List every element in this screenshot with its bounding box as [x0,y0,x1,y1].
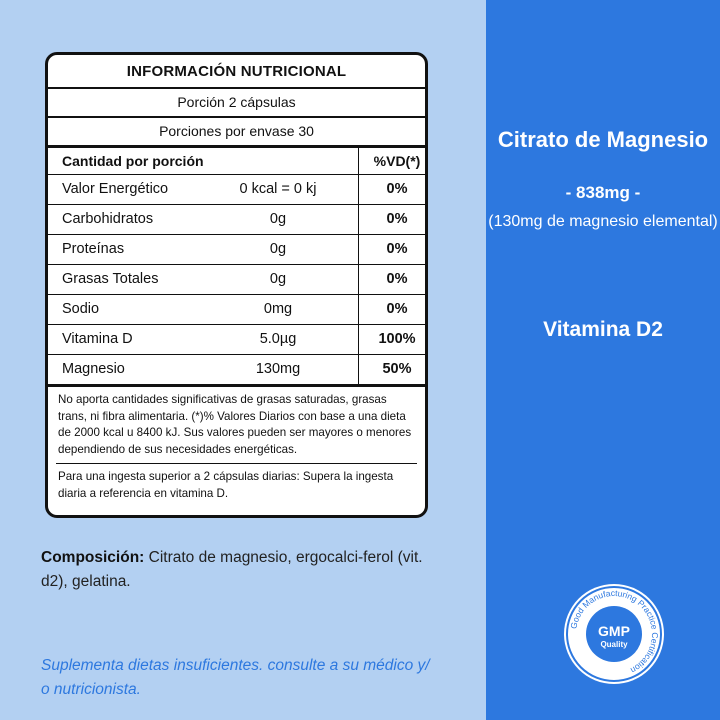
column-header-row: Cantidad por porción %VD(*) [48,148,425,175]
label-title: INFORMACIÓN NUTRICIONAL [48,55,425,89]
serving-size: Porción 2 cápsulas [48,87,425,118]
badge-gmp-text: GMP [598,623,630,639]
nutrient-name: Carbohidratos [62,211,154,227]
nutrient-row: Grasas Totales 0g 0% [48,264,425,295]
composition-label: Composición: [41,549,145,566]
nutrient-amount: 130mg [255,361,301,377]
nutrient-row: Proteínas 0g 0% [48,234,425,265]
nutrient-daily-value: 100% [378,331,416,347]
notes-divider [56,463,417,464]
nutrient-row: Vitamina D 5.0µg 100% [48,324,425,355]
nutrient-amount: 0g [269,241,287,257]
nutrient-name: Magnesio [62,361,125,377]
nutrient-daily-value: 50% [382,361,412,377]
nutrient-row: Valor Energético 0 kcal = 0 kj 0% [48,174,425,205]
nutrient-daily-value: 0% [386,301,408,317]
vitamin-d-warning: Para una ingesta superior a 2 cápsulas d… [58,470,394,500]
nutrient-daily-value: 0% [386,211,408,227]
composition-ingredients: Citrato de magnesio, ergocalci-ferol (vi… [41,549,423,590]
gmp-badge-icon: Good Manufacturing Practice Certificatio… [564,584,664,684]
nutrient-daily-value: 0% [386,271,408,287]
header-daily-value: %VD(*) [373,153,421,169]
nutrient-daily-value: 0% [386,181,408,197]
nutrient-daily-value: 0% [386,241,408,257]
nutrient-row: Carbohidratos 0g 0% [48,204,425,235]
nutrient-amount: 5.0µg [259,331,297,347]
nutrient-name: Vitamina D [62,331,133,347]
elemental-magnesium: (130mg de magnesio elemental) [488,213,718,230]
product-name: Citrato de Magnesio [497,127,709,152]
composition-text: Composición: Citrato de magnesio, ergoca… [41,546,451,594]
badge-quality-text: Quality [600,640,628,649]
product-dose: - 838mg - [565,183,641,202]
nutrient-amount: 0mg [263,301,293,317]
nutrient-name: Proteínas [62,241,125,257]
nutrient-amount: 0g [269,211,287,227]
column-divider [358,148,359,386]
vitamin-name: Vitamina D2 [543,318,663,341]
nutrient-amount: 0g [269,271,287,287]
servings-per-container: Porciones por envase 30 [48,116,425,148]
nutrient-name: Grasas Totales [62,271,159,287]
nutrition-facts-label: INFORMACIÓN NUTRICIONAL Porción 2 cápsul… [45,52,428,518]
header-amount-per-serving: Cantidad por porción [62,153,204,169]
left-panel: INFORMACIÓN NUTRICIONAL Porción 2 cápsul… [0,0,486,720]
nutrient-row: Sodio 0mg 0% [48,294,425,325]
nutrient-name: Valor Energético [62,181,169,197]
nutrient-row: Magnesio 130mg 50% [48,354,425,387]
disclaimer-text: No aporta cantidades significativas de g… [58,393,412,457]
nutrient-amount: 0 kcal = 0 kj [239,181,317,197]
nutrient-name: Sodio [62,301,100,317]
supplement-note: Suplementa dietas insuficientes. consult… [41,657,430,698]
right-panel: Citrato de Magnesio - 838mg - (130mg de … [486,0,720,720]
